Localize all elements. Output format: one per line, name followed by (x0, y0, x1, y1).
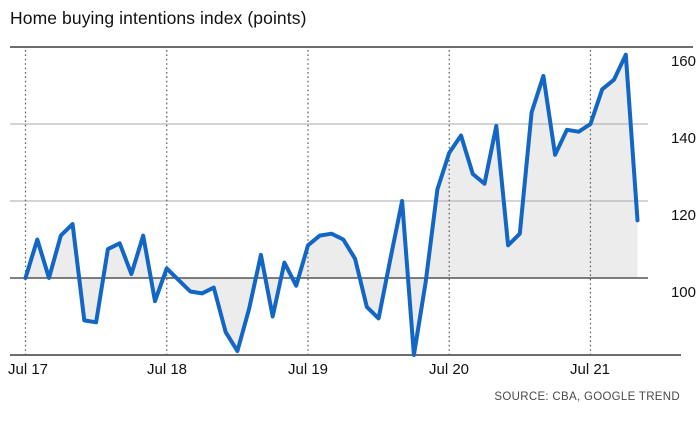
x-axis-tick-jul20: Jul 20 (428, 361, 470, 378)
y-axis-tick-120: 120 (670, 207, 696, 224)
chart-title: Home buying intentions index (points) (10, 8, 307, 28)
y-axis-tick-100: 100 (670, 284, 696, 301)
y-axis-tick-140: 140 (670, 130, 696, 147)
series-line-home-buying-intentions (23, 52, 640, 357)
x-axis-tick-jul17: Jul 17 (7, 361, 49, 378)
x-axis-tick-jul21: Jul 21 (569, 361, 611, 378)
x-axis-tick-jul19: Jul 19 (287, 361, 329, 378)
x-axis-tick-jul18: Jul 18 (146, 361, 188, 378)
y-axis-tick-160: 160 (670, 53, 696, 70)
source-attribution: SOURCE: CBA, GOOGLE TREND (494, 391, 680, 403)
